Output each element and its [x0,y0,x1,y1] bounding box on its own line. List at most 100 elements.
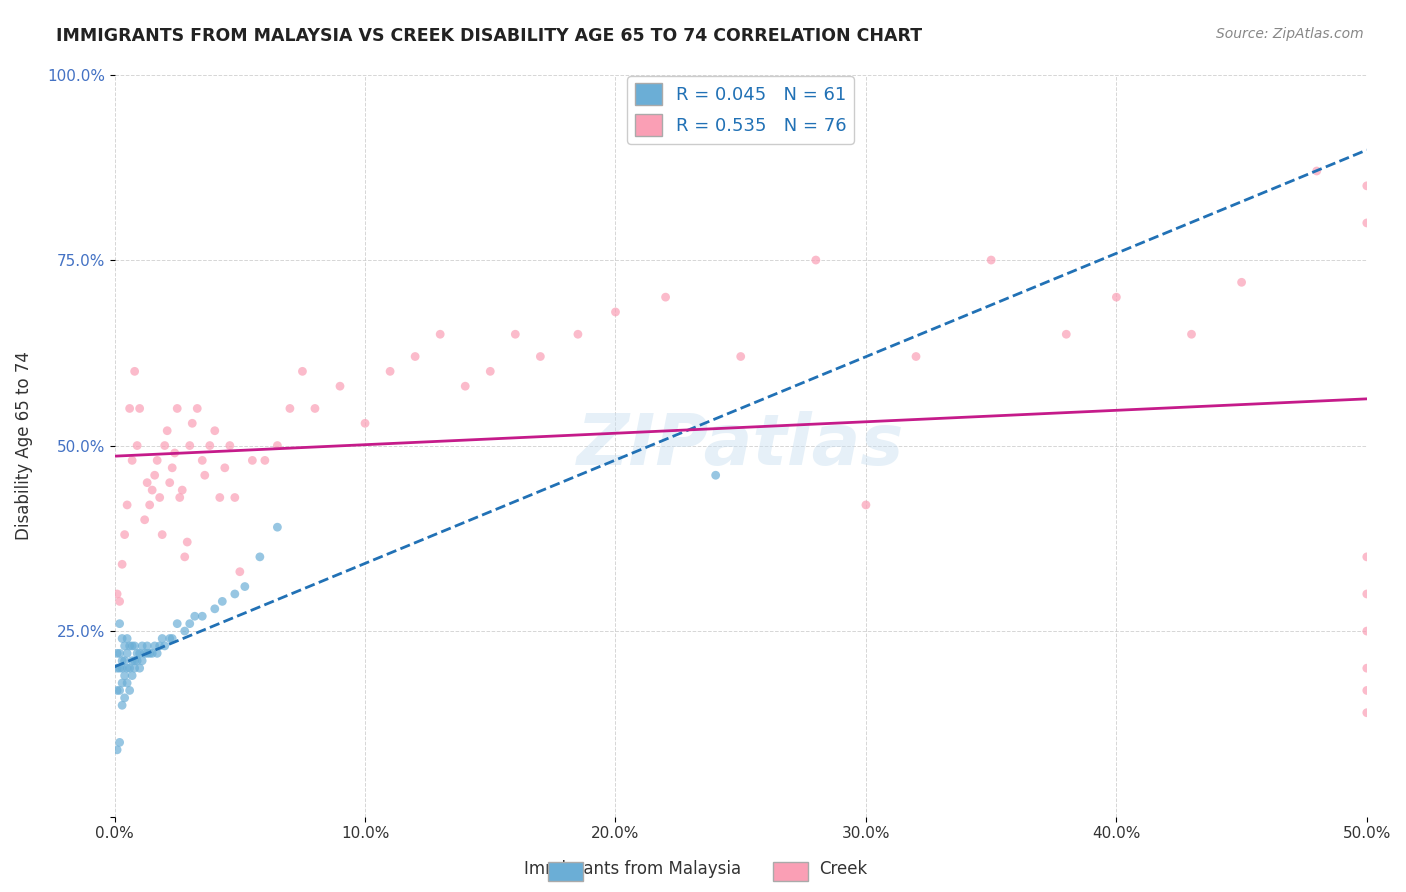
Point [124,654,146,668]
Point [141,646,163,660]
Point [163,446,186,460]
Point [143,468,166,483]
Point [1355,661,1378,675]
Point [115,632,138,646]
Point [166,401,188,416]
Point [204,602,226,616]
Point [114,527,136,541]
Point [208,491,231,505]
Point [118,401,141,416]
Point [118,683,141,698]
Text: Immigrants from Malaysia: Immigrants from Malaysia [524,860,741,878]
Point [138,646,160,660]
Point [127,439,149,453]
Point [159,632,181,646]
Point [121,453,143,467]
Point [143,639,166,653]
Point [136,475,159,490]
Point [378,364,401,378]
Point [1355,683,1378,698]
Point [150,527,173,541]
Point [329,379,352,393]
Point [118,661,141,675]
Point [1230,275,1253,289]
Point [131,654,153,668]
Point [124,639,146,653]
Point [128,661,150,675]
Point [105,661,128,675]
Point [111,654,134,668]
Text: IMMIGRANTS FROM MALAYSIA VS CREEK DISABILITY AGE 65 TO 74 CORRELATION CHART: IMMIGRANTS FROM MALAYSIA VS CREEK DISABI… [56,27,922,45]
Point [111,698,134,713]
Point [121,639,143,653]
Point [108,646,131,660]
Point [127,654,149,668]
Point [141,483,163,497]
Point [121,668,143,682]
Point [249,549,271,564]
Point [855,498,877,512]
Point [115,498,138,512]
Point [1180,327,1202,342]
Legend: R = 0.045   N = 61, R = 0.535   N = 76: R = 0.045 N = 61, R = 0.535 N = 76 [627,76,853,144]
Point [224,491,246,505]
Point [567,327,589,342]
Point [114,668,136,682]
Point [1355,178,1378,193]
Point [1054,327,1077,342]
Point [173,624,195,638]
Point [404,350,426,364]
Point [429,327,451,342]
Point [108,683,131,698]
Point [128,401,150,416]
Point [149,639,172,653]
Point [181,417,204,431]
Point [1355,216,1378,230]
Point [304,401,326,416]
Point [146,646,169,660]
Point [173,549,195,564]
Point [1355,549,1378,564]
Point [134,513,156,527]
Point [186,401,208,416]
Point [1355,587,1378,601]
Point [198,439,221,453]
Point [128,646,150,660]
Point [114,690,136,705]
Point [176,535,198,549]
Point [138,498,160,512]
Point [124,364,146,378]
Point [291,364,314,378]
Point [172,483,194,497]
Point [240,453,263,467]
Point [605,305,627,319]
Point [136,639,159,653]
Point [115,661,138,675]
Point [266,439,288,453]
Point [131,639,153,653]
Point [654,290,676,304]
Point [114,654,136,668]
Point [159,475,181,490]
Point [214,460,236,475]
Point [169,491,191,505]
Point [179,616,201,631]
Point [191,609,214,624]
Point [218,439,240,453]
Point [136,646,159,660]
Point [1355,624,1378,638]
Point [127,646,149,660]
Point [1306,164,1329,178]
Text: Creek: Creek [820,860,868,878]
Point [160,460,183,475]
Point [105,743,128,757]
Point [105,587,128,601]
Point [211,594,233,608]
Point [980,253,1002,268]
Point [1105,290,1128,304]
Point [108,735,131,749]
Point [124,661,146,675]
Point [108,594,131,608]
Point [108,661,131,675]
Point [111,632,134,646]
